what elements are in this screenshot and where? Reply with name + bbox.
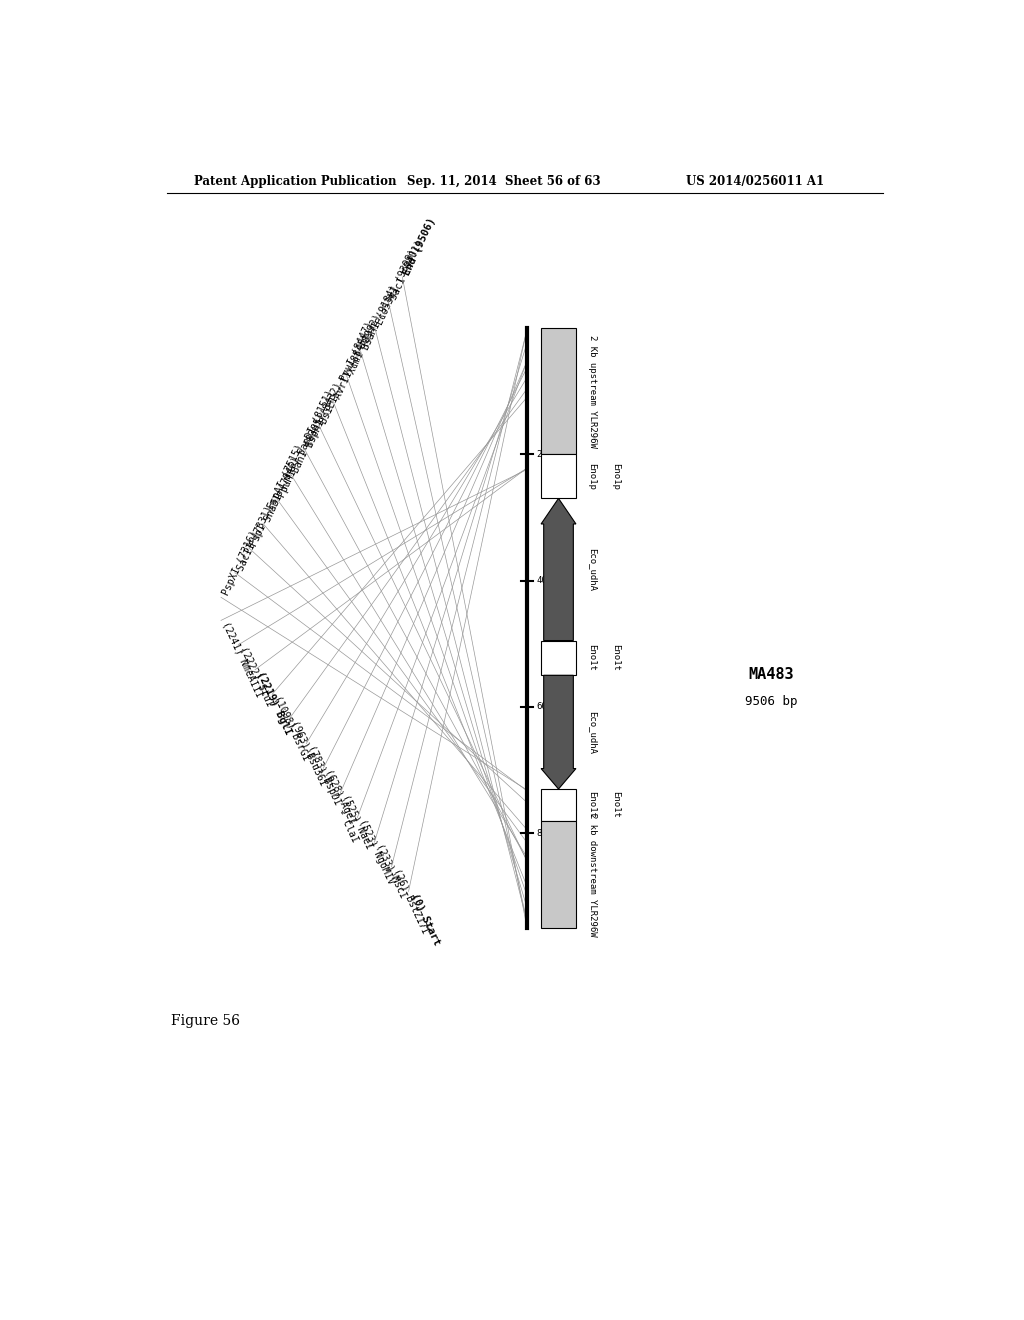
Text: Eno1p: Eno1p — [611, 463, 620, 490]
Text: Eno1t: Eno1t — [588, 644, 597, 672]
Text: 2 kb downstream YLR296W: 2 kb downstream YLR296W — [588, 813, 597, 936]
Text: PspXI (7316): PspXI (7316) — [221, 529, 260, 598]
Bar — [541, 327, 575, 454]
Text: SacI (9401): SacI (9401) — [388, 239, 425, 302]
Bar — [541, 789, 575, 821]
FancyArrow shape — [541, 676, 575, 789]
Text: Eno1t: Eno1t — [611, 644, 620, 672]
Text: Eno1p: Eno1p — [588, 463, 597, 490]
Text: 9506 bp: 9506 bp — [745, 694, 798, 708]
Text: (2222) StuI: (2222) StuI — [238, 645, 274, 708]
Text: (783) BspDI - ClaI: (783) BspDI - ClaI — [306, 743, 360, 843]
Text: Figure 56: Figure 56 — [171, 1014, 240, 1028]
Text: (2241) NmeAIII: (2241) NmeAIII — [221, 620, 265, 700]
Text: 2000: 2000 — [537, 450, 558, 458]
Text: (963) Bsu36I: (963) Bsu36I — [289, 719, 328, 787]
Text: BsaHI (9184): BsaHI (9184) — [360, 282, 399, 351]
Text: PpuMI - SanDI (8151): PpuMI - SanDI (8151) — [276, 388, 336, 499]
Text: 2 Kb upstream YLR296W: 2 Kb upstream YLR296W — [588, 334, 597, 447]
Text: MA483: MA483 — [749, 667, 794, 682]
Text: (26) BstZ17I: (26) BstZ17I — [391, 867, 430, 935]
Bar — [541, 640, 575, 676]
Text: Sep. 11, 2014  Sheet 56 of 63: Sep. 11, 2014 Sheet 56 of 63 — [407, 176, 601, 187]
Bar — [541, 821, 575, 928]
Text: SacII (7331): SacII (7331) — [234, 504, 273, 573]
Text: US 2014/0256011 A1: US 2014/0256011 A1 — [686, 176, 824, 187]
Text: FspI - FspAI (7515): FspI - FspAI (7515) — [249, 442, 305, 548]
Text: Eno1t: Eno1t — [611, 792, 620, 818]
Text: BanI (8385): BanI (8385) — [291, 412, 327, 474]
Text: (525) NaeI: (525) NaeI — [340, 793, 374, 850]
Text: 8000: 8000 — [537, 829, 558, 838]
Text: Patent Application Publication: Patent Application Publication — [194, 176, 396, 187]
Text: End (9506): End (9506) — [402, 216, 438, 277]
Text: (1098) BsrGI: (1098) BsrGI — [272, 694, 311, 763]
Text: BsiEI - PvuI (8447): BsiEI - PvuI (8447) — [318, 319, 375, 425]
Text: 6000: 6000 — [537, 702, 558, 711]
Text: Eco_udhA: Eco_udhA — [588, 548, 597, 591]
Text: (0) Start: (0) Start — [409, 891, 441, 946]
Text: (233) MscI: (233) MscI — [375, 842, 409, 900]
Text: Eco53kI (9399): Eco53kI (9399) — [375, 247, 418, 326]
Text: 4000: 4000 — [537, 576, 558, 585]
Text: Eco_udhA: Eco_udhA — [588, 710, 597, 754]
Text: XcmI (8992): XcmI (8992) — [346, 313, 383, 376]
FancyArrow shape — [541, 499, 575, 640]
Bar — [541, 454, 575, 499]
Text: BspHI (8432): BspHI (8432) — [305, 381, 344, 450]
Text: AvrII (8845): AvrII (8845) — [333, 333, 372, 400]
Text: SnaBI (7946): SnaBI (7946) — [263, 455, 302, 524]
Text: (523) NgoMIV: (523) NgoMIV — [357, 817, 396, 886]
Text: Eno1t: Eno1t — [588, 792, 597, 818]
Text: (628) AgeI: (628) AgeI — [324, 768, 357, 826]
Text: (2219) BglI: (2219) BglI — [255, 669, 293, 737]
